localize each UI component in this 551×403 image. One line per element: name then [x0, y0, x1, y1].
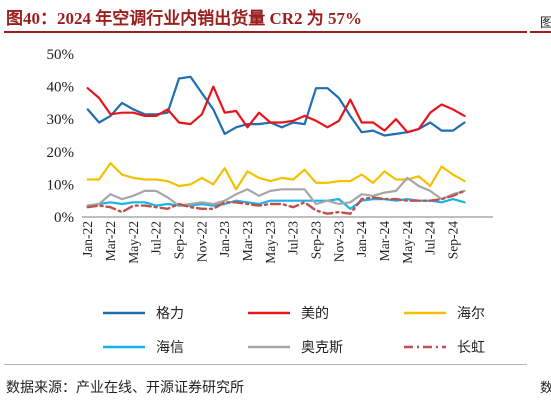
- x-tick-label: Mar-22: [103, 221, 118, 261]
- x-tick-label: May-24: [400, 221, 415, 264]
- x-tick-label: Sep-24: [446, 221, 461, 259]
- x-tick-label: Jul-23: [286, 221, 301, 255]
- x-tick-label: Mar-23: [240, 221, 255, 261]
- x-tick-label: Jan-24: [354, 221, 369, 257]
- y-tick-label: 20%: [47, 145, 75, 161]
- adjacent-page-edge: 图 数: [530, 0, 551, 403]
- y-tick-label: 0%: [54, 210, 74, 226]
- y-axis-ticks: 0% 10% 20% 30% 40% 50%: [47, 47, 75, 226]
- legend-label-hisense: 海信: [156, 339, 184, 355]
- legend-label-gree: 格力: [156, 305, 184, 321]
- series-line-changhong: [86, 189, 466, 215]
- y-tick-label: 10%: [47, 177, 75, 193]
- legend-label-aux: 奥克斯: [301, 339, 343, 355]
- x-tick-label: Sep-22: [172, 221, 187, 259]
- series-line-midea: [86, 85, 466, 134]
- series-line-haier: [86, 162, 466, 191]
- x-tick-label: Mar-24: [377, 221, 392, 261]
- x-tick-label: Sep-23: [309, 221, 324, 259]
- legend-label-changhong: 长虹: [457, 339, 485, 355]
- edge-divider: [530, 31, 551, 33]
- series-line-aux: [86, 176, 466, 207]
- x-tick-label: Jul-22: [149, 221, 164, 255]
- legend-label-haier: 海尔: [457, 305, 485, 321]
- x-tick-label: May-22: [126, 221, 141, 264]
- source-note: 数据来源：产业在线、开源证券研究所: [6, 381, 244, 396]
- edge-glyph-top: 图: [540, 15, 551, 30]
- y-tick-label: 50%: [47, 47, 75, 63]
- x-tick-label: May-23: [263, 221, 278, 264]
- title-divider: [4, 31, 527, 33]
- x-tick-label: Nov-22: [194, 221, 209, 262]
- legend-label-midea: 美的: [301, 305, 329, 321]
- x-tick-label: Jan-23: [217, 221, 232, 257]
- line-chart: 0% 10% 20% 30% 40% 50% Jan-22 Mar-22 May-22 Jul-…: [47, 47, 493, 355]
- footer-divider: [4, 364, 527, 365]
- x-axis-ticks: Jan-22 Mar-22 May-22 Jul-22 Sep-22 Nov-22 Jan-…: [80, 221, 460, 264]
- series-lines: [86, 75, 466, 215]
- y-tick-label: 30%: [47, 112, 75, 128]
- series-line-gree: [86, 75, 466, 137]
- figure-title: 图40：2024 年空调行业内销出货量 CR2 为 57%: [6, 9, 363, 28]
- x-tick-label: Nov-23: [331, 221, 346, 262]
- x-tick-label: Jan-22: [80, 221, 95, 257]
- x-tick-label: Jul-24: [423, 221, 438, 255]
- y-tick-label: 40%: [47, 80, 75, 96]
- edge-glyph-bottom: 数: [540, 380, 551, 395]
